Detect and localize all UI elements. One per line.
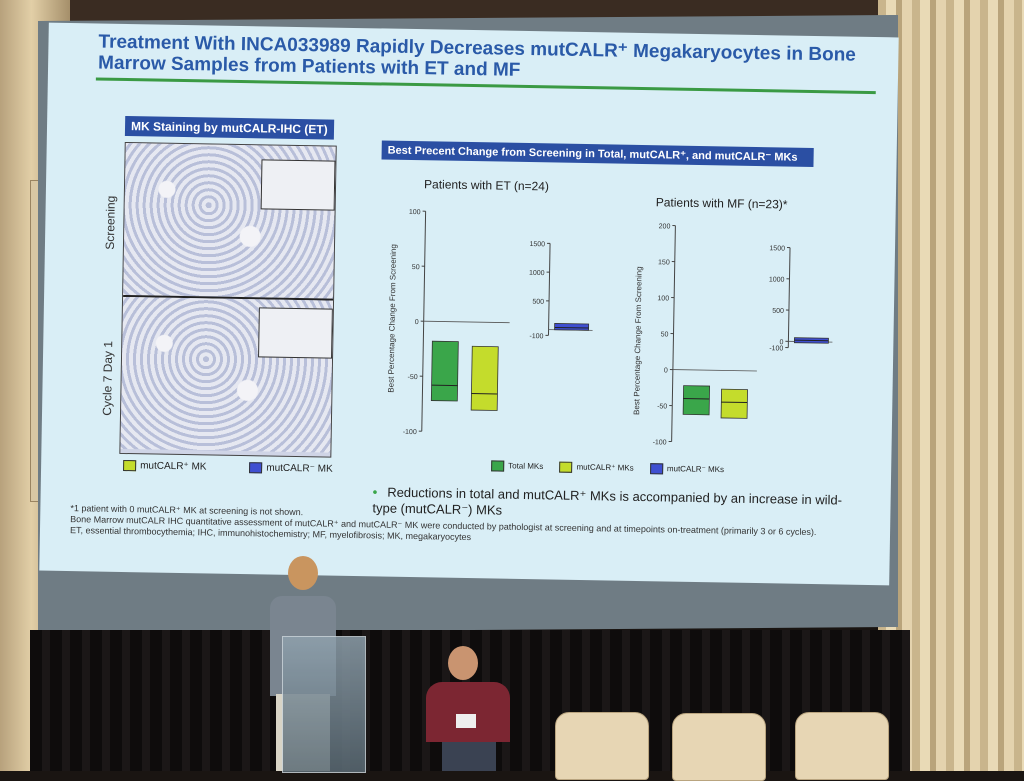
y-axis	[788, 248, 790, 348]
y-tick-label: 1000	[529, 270, 545, 277]
y-tick-label: 500	[532, 299, 544, 306]
box-1	[471, 346, 498, 410]
median-line	[794, 340, 828, 341]
y-tick-label: 50	[661, 331, 669, 338]
y-tick-label: -50	[657, 403, 667, 410]
podium	[282, 636, 366, 773]
y-tick-label: 500	[772, 308, 784, 315]
y-tick-label: 0	[415, 319, 419, 326]
box-0	[431, 341, 458, 401]
presentation-slide: Treatment With INCA033989 Rapidly Decrea…	[39, 23, 898, 586]
y-tick-label: 1500	[529, 241, 545, 248]
y-tick-label: -100	[529, 333, 543, 340]
zero-line	[673, 370, 757, 371]
chair-3	[795, 712, 889, 780]
box-0	[555, 323, 589, 330]
y-tick-label: 0	[664, 367, 668, 374]
box-1	[721, 389, 747, 418]
y-tick-label: 100	[657, 295, 669, 302]
chair-1	[555, 712, 649, 780]
box-plots-group: 100500-50-10015001000500-100200150100500…	[403, 209, 835, 449]
median-line	[555, 327, 589, 328]
panelist-head	[448, 646, 478, 680]
y-tick-label: -50	[408, 374, 418, 381]
legend-swatch-mutneg-2	[650, 463, 663, 474]
zero-line	[424, 321, 510, 323]
bullet-dot: •	[373, 484, 378, 499]
speaker-head	[288, 556, 318, 590]
y-tick-label: 1000	[769, 276, 785, 283]
y-axis	[548, 243, 550, 335]
y-tick-label: 200	[659, 223, 671, 230]
chart-legend-mutneg: mutCALR⁻ MKs	[667, 464, 724, 474]
y-tick-label: 50	[412, 264, 420, 271]
panelist-trousers	[442, 742, 496, 771]
y-tick-label: 1500	[769, 245, 785, 252]
y-tick-label: -100	[769, 345, 783, 352]
legend-swatch-total	[491, 460, 504, 471]
box-0	[683, 386, 709, 415]
seated-panelist	[426, 646, 510, 771]
chart-legend-mutpos: mutCALR⁺ MKs	[576, 463, 633, 473]
chart-legend-total: Total MKs	[508, 461, 543, 471]
y-tick-label: -100	[403, 429, 417, 436]
y-tick-label: 150	[658, 259, 670, 266]
y-tick-label: 100	[409, 209, 421, 216]
legend-swatch-mutpos-2	[559, 462, 572, 473]
y-tick-label: -100	[653, 439, 667, 446]
panelist-sweater	[426, 682, 510, 742]
panelist-badge	[456, 714, 476, 728]
